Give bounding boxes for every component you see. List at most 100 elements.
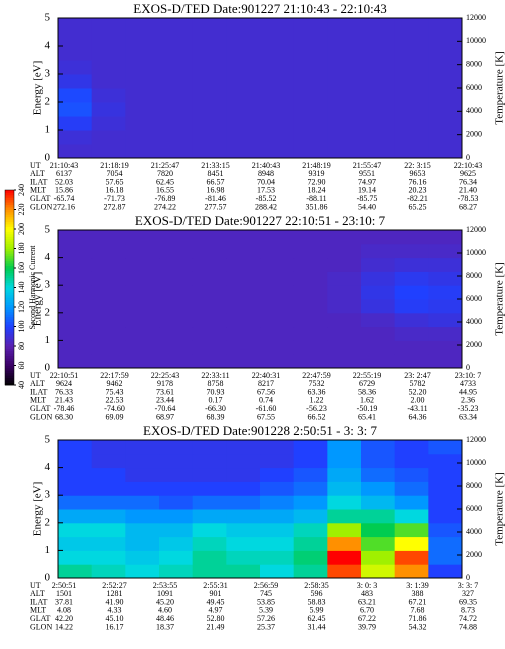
colorbar-swatch [5,307,14,310]
row-value: 1281 [107,589,123,598]
heat-cell [394,536,429,551]
heat-cell [192,60,227,75]
row-value: 21:55:47 [353,161,381,170]
colorbar-swatch [5,285,14,288]
row-value: 4.97 [209,606,223,615]
row-value: 9625 [460,169,476,178]
heat-cell [361,312,396,328]
heat-cell [226,230,261,245]
y2-tick-label: 2000 [466,550,482,559]
colorbar-swatch [5,331,14,335]
heat-cell [327,257,362,272]
heat-cell [260,354,295,369]
heat-cell [327,536,362,551]
colorbar-swatch [5,377,14,381]
row-label: UT [30,371,41,380]
heat-cell [91,230,126,245]
colorbar-swatch [5,280,14,284]
heat-cell [226,130,261,145]
heat-cell [226,564,261,579]
heat-cell [159,257,194,272]
heat-cell [260,130,295,145]
heat-cell [159,312,194,328]
heat-cell [226,340,261,355]
heat-cell [226,495,261,510]
heat-cell [91,116,126,131]
y2-tick-label: 6000 [466,504,482,513]
colorbar-swatch [5,243,14,247]
heat-cell [159,285,194,300]
row-value: -56.23 [306,404,327,413]
heat-cell [159,88,194,103]
heat-cell [428,74,463,89]
heat-cell [159,467,194,482]
y2-tick-label: 12000 [466,13,486,22]
row-value: 9551 [359,169,375,178]
row-value: 23:10: 7 [455,371,481,380]
row-label: ALT [30,379,45,388]
y-tick-label: 5 [45,12,51,24]
heat-cell [192,467,227,482]
row-value: 63.21 [358,597,376,606]
heat-cell [125,495,160,510]
heat-cell [91,74,126,89]
heat-cell [260,257,295,272]
y2-tick-label: 2000 [466,340,482,349]
heat-cell [226,102,261,117]
heat-cell [293,144,328,159]
heat-cell [192,550,227,565]
y2-tick-label: 4000 [466,106,482,115]
heat-cell [260,550,295,565]
y2-tick-label: 0 [466,153,470,162]
heat-cell [428,88,463,103]
row-value: 52.20 [409,387,427,396]
row-label: ILAT [30,177,47,186]
row-value: 20.23 [409,186,427,195]
colorbar-swatch [5,248,14,252]
heat-cell [58,467,93,482]
colorbar-label: Second Harmonic Current [28,245,37,330]
heat-cell [91,144,126,159]
row-value: 14.22 [55,622,73,631]
row-value: 41.90 [106,597,124,606]
heat-cell [91,340,126,355]
colorbar-swatch [5,221,14,225]
heat-cell [361,340,396,355]
y2-tick-label: 10000 [466,36,486,45]
heat-cell [293,453,328,469]
heat-cell [394,299,429,314]
heat-cell [226,60,261,75]
heat-cell [293,340,328,355]
heat-cell [91,312,126,328]
heat-cell [159,326,194,341]
row-value: 7.68 [411,606,425,615]
row-value: 39.79 [358,622,376,631]
heat-cell [293,536,328,551]
row-value: -85.75 [357,194,378,203]
colorbar-swatch [5,263,14,266]
heat-cell [226,74,261,89]
heat-cell [394,354,429,369]
row-value: 54.40 [358,202,376,211]
y-tick-label: 1 [45,334,51,346]
row-value: -65.74 [54,194,75,203]
row-label: MLT [30,606,46,615]
colorbar-swatch [5,358,14,362]
row-value: -66.30 [205,404,226,413]
heat-cell [361,243,396,259]
heat-cell [125,102,160,117]
row-label: GLON [30,202,52,211]
colorbar-swatch [5,197,14,201]
heat-cell [125,509,160,524]
colorbar-swatch [5,341,14,344]
y-tick-label: 2 [45,96,51,108]
row-label: ALT [30,169,45,178]
row-value: -61.60 [256,404,277,413]
heat-cell [327,440,362,455]
heat-cell [58,481,93,496]
row-value: 53.85 [257,597,275,606]
row-value: 70.04 [257,177,275,186]
row-value: -70.64 [155,404,176,413]
row-value: 63.36 [308,387,326,396]
row-value: 17.53 [257,186,275,195]
